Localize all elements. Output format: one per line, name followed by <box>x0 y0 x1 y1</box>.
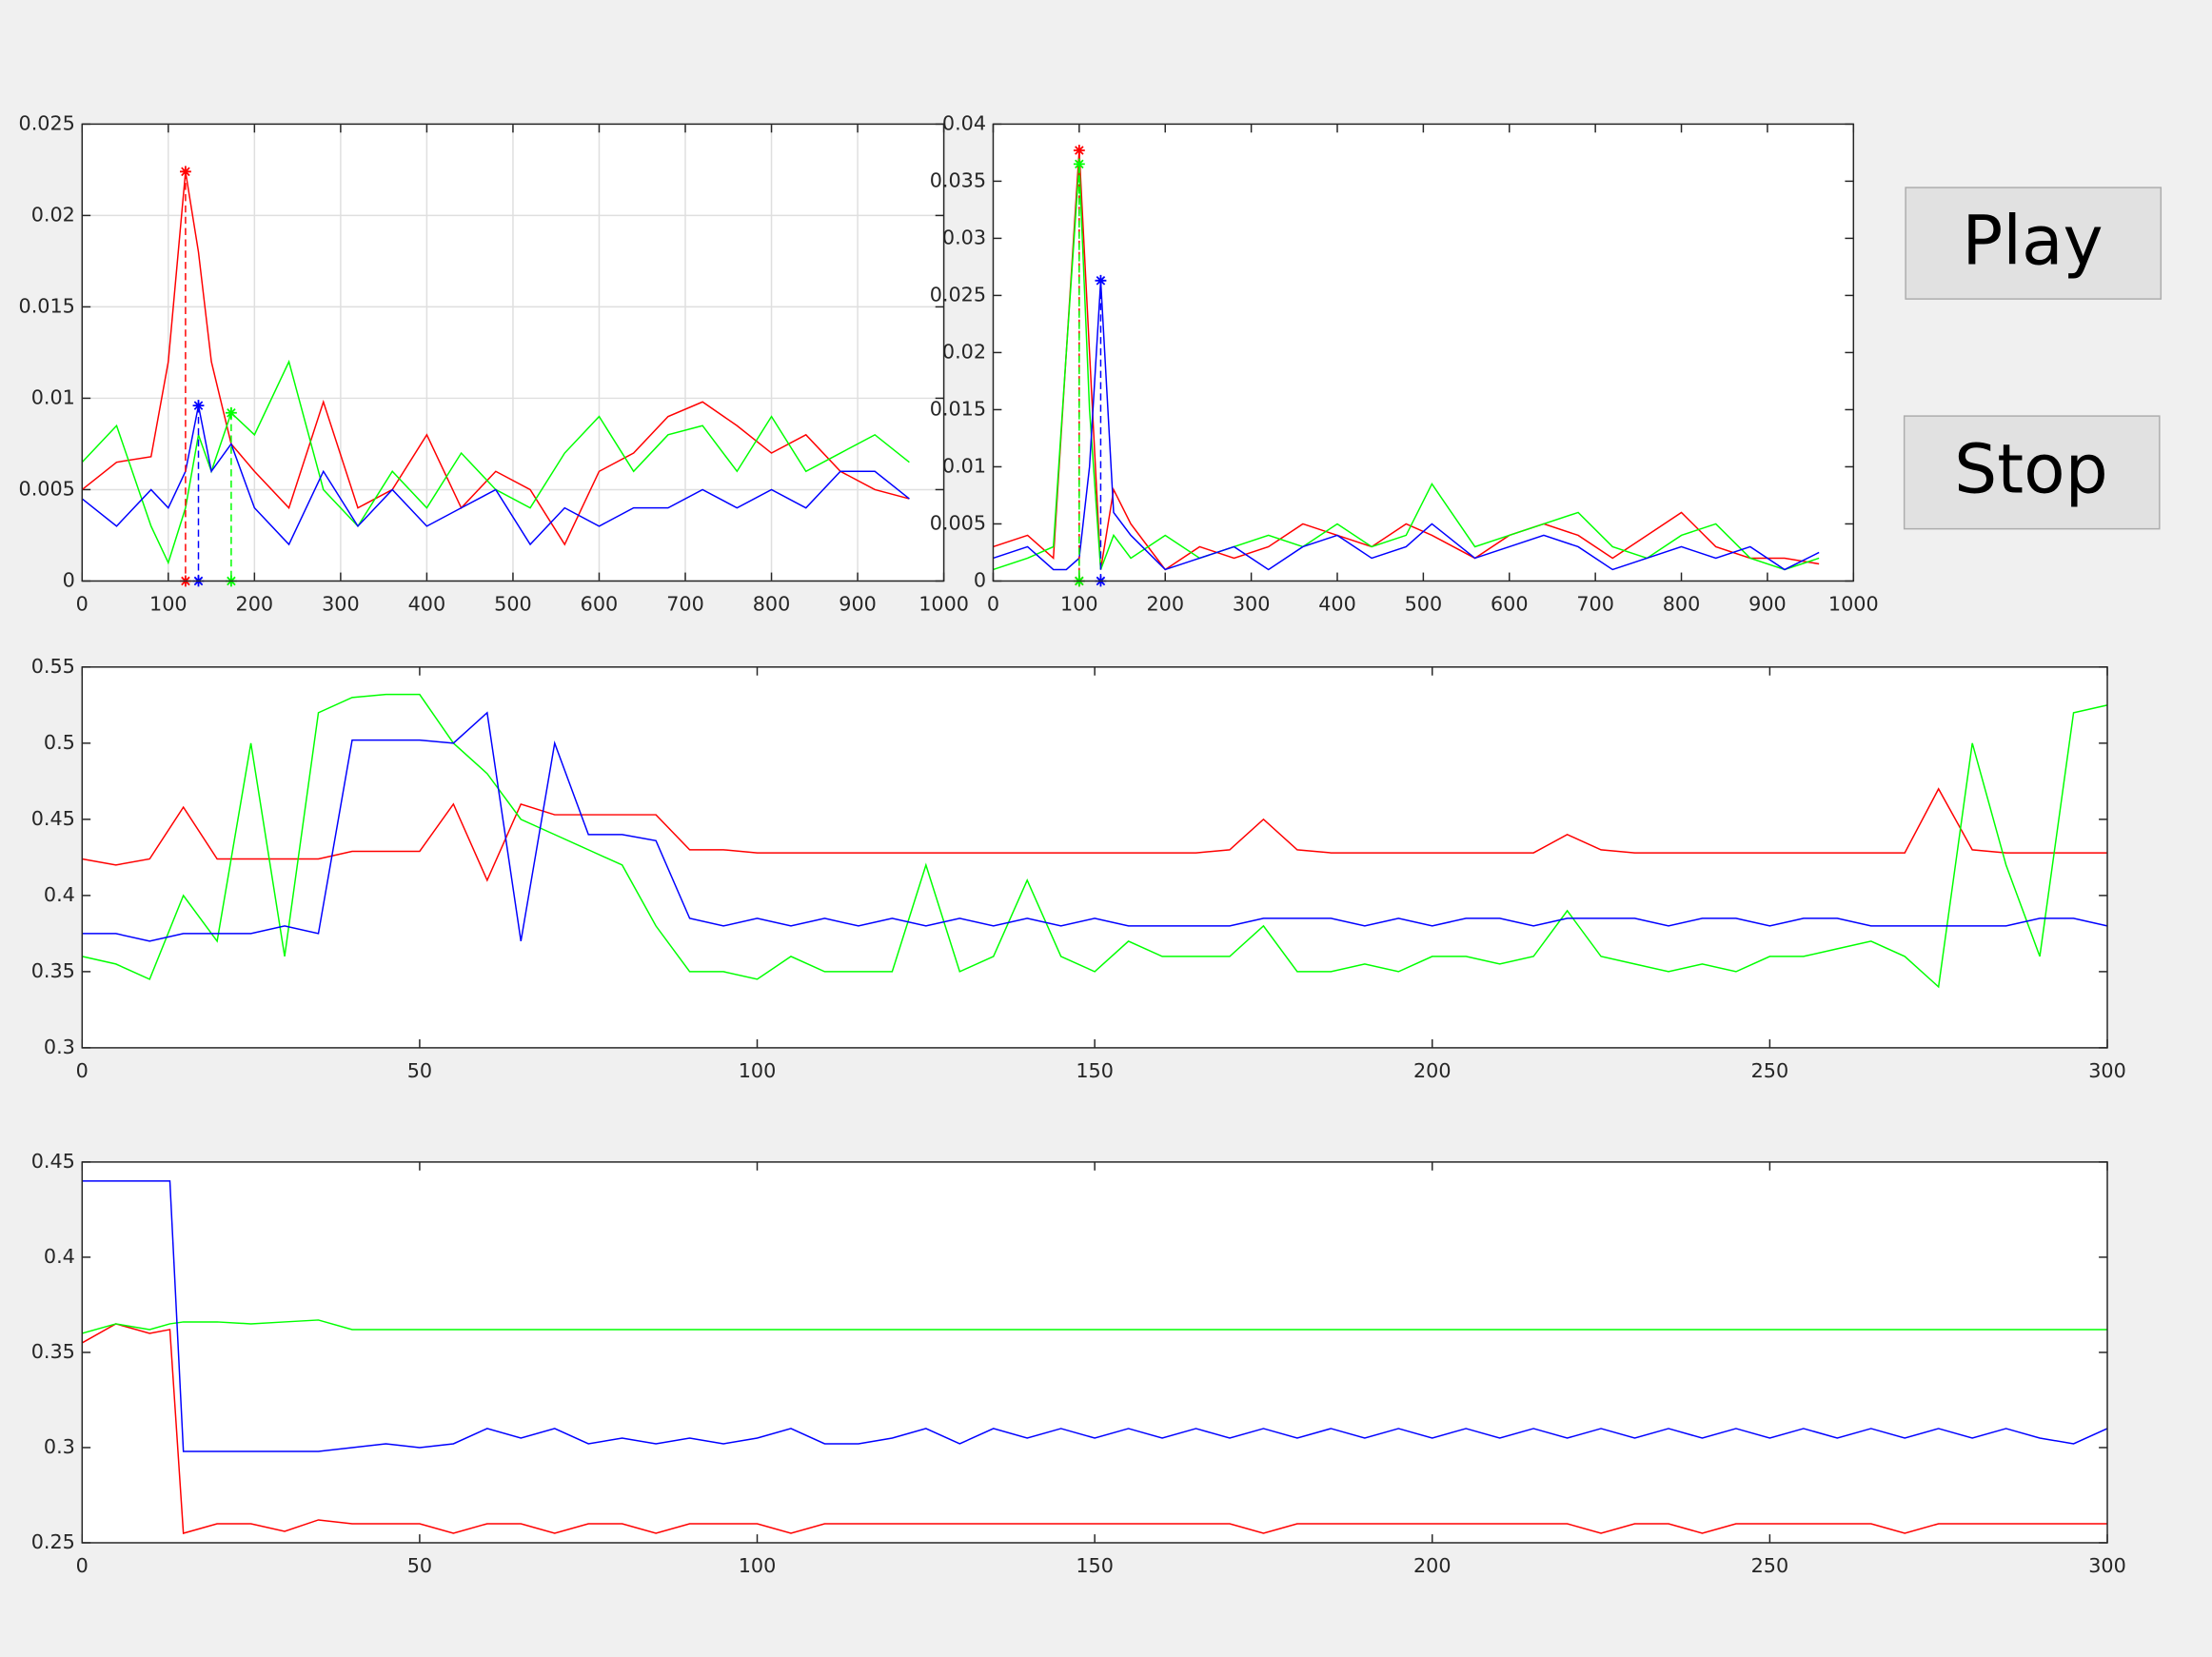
y-tick-label: 0.025 <box>930 283 986 306</box>
series-line <box>82 1180 2108 1452</box>
x-tick-label: 400 <box>408 593 446 616</box>
x-tick-label: 700 <box>666 593 704 616</box>
series-line <box>993 280 1820 571</box>
y-tick-label: 0.35 <box>31 1340 75 1363</box>
peak-marker <box>225 406 237 419</box>
y-tick-label: 0.015 <box>930 397 986 420</box>
y-tick-label: 0.02 <box>31 203 75 226</box>
peak-marker <box>179 166 191 178</box>
y-tick-label: 0.5 <box>44 731 75 754</box>
x-tick-label: 700 <box>1576 593 1614 616</box>
x-tick-label: 200 <box>1413 1554 1452 1577</box>
x-tick-label: 150 <box>1076 1554 1114 1577</box>
axes-box <box>81 1161 2108 1544</box>
y-tick-label: 0.55 <box>31 655 75 678</box>
button-label[interactable]: Stop <box>1954 429 2108 508</box>
y-tick-label: 0.01 <box>31 385 75 408</box>
x-tick-label: 0 <box>76 1059 89 1082</box>
series-line <box>81 404 910 546</box>
button-face[interactable] <box>1903 415 2161 530</box>
x-tick-label: 500 <box>1405 593 1443 616</box>
y-tick-label: 0 <box>63 568 75 591</box>
peak-marker <box>1073 145 1085 156</box>
axes-box <box>992 123 1855 582</box>
x-tick-label: 500 <box>494 593 532 616</box>
y-tick-label: 0.45 <box>31 807 75 830</box>
x-tick-label: 0 <box>76 593 89 616</box>
stop-button[interactable]: Stop <box>1903 415 2161 530</box>
y-tick-label: 0.03 <box>942 226 986 248</box>
x-tick-label: 300 <box>2088 1554 2126 1577</box>
axes-box <box>81 666 2108 1049</box>
y-tick-label: 0.4 <box>44 883 75 906</box>
x-tick-label: 0 <box>76 1554 89 1577</box>
x-tick-label: 1000 <box>918 593 969 616</box>
series-line <box>82 1319 2108 1334</box>
x-tick-label: 600 <box>1491 593 1529 616</box>
x-tick-label: 100 <box>149 593 188 616</box>
x-tick-label: 900 <box>839 593 877 616</box>
y-tick-label: 0.25 <box>31 1530 75 1553</box>
x-tick-label: 800 <box>1663 593 1701 616</box>
axes-box <box>81 123 945 582</box>
button-face[interactable] <box>1905 187 2163 300</box>
x-tick-label: 0 <box>987 593 999 616</box>
x-tick-label: 100 <box>739 1554 777 1577</box>
y-tick-label: 0.015 <box>19 294 75 317</box>
axes-background <box>82 1161 2108 1543</box>
x-tick-label: 1000 <box>1828 593 1879 616</box>
series-line <box>81 171 910 546</box>
x-tick-label: 300 <box>322 593 360 616</box>
y-tick-label: 0.35 <box>31 959 75 982</box>
y-tick-label: 0.01 <box>942 454 986 477</box>
x-tick-label: 250 <box>1751 1059 1789 1082</box>
peak-marker <box>1095 274 1107 286</box>
x-tick-label: 800 <box>753 593 791 616</box>
button-label[interactable]: Play <box>1962 201 2103 280</box>
play-button[interactable]: Play <box>1905 187 2163 300</box>
series-line <box>82 711 2108 942</box>
y-tick-label: 0.005 <box>930 511 986 534</box>
x-tick-label: 200 <box>236 593 274 616</box>
x-tick-label: 50 <box>407 1554 432 1577</box>
series-line <box>993 164 1820 571</box>
y-tick-label: 0.02 <box>942 340 986 363</box>
y-tick-label: 0.005 <box>19 477 75 500</box>
y-tick-label: 0 <box>974 568 986 591</box>
axes-background <box>993 124 1854 582</box>
y-tick-label: 0.025 <box>19 111 75 134</box>
series-line <box>82 693 2108 989</box>
x-tick-label: 300 <box>2088 1059 2126 1082</box>
series-line <box>81 1323 2108 1534</box>
y-tick-label: 0.04 <box>942 111 986 134</box>
x-tick-label: 100 <box>1060 593 1098 616</box>
axes-background <box>82 666 2108 1048</box>
y-tick-label: 0.4 <box>44 1245 75 1268</box>
x-tick-label: 400 <box>1318 593 1356 616</box>
x-tick-label: 250 <box>1751 1554 1789 1577</box>
peak-marker <box>1073 158 1085 170</box>
x-tick-label: 50 <box>407 1059 432 1082</box>
x-tick-label: 200 <box>1146 593 1184 616</box>
x-tick-label: 100 <box>739 1059 777 1082</box>
x-tick-label: 200 <box>1413 1059 1452 1082</box>
x-tick-label: 900 <box>1748 593 1787 616</box>
y-tick-label: 0.035 <box>930 168 986 191</box>
x-tick-label: 300 <box>1233 593 1271 616</box>
series-line <box>82 787 2108 882</box>
x-tick-label: 600 <box>581 593 619 616</box>
y-tick-label: 0.45 <box>31 1150 75 1173</box>
y-tick-label: 0.3 <box>44 1435 75 1458</box>
y-tick-label: 0.3 <box>44 1036 75 1058</box>
peak-marker <box>192 400 205 412</box>
series-line <box>81 359 910 565</box>
x-tick-label: 150 <box>1076 1059 1114 1082</box>
